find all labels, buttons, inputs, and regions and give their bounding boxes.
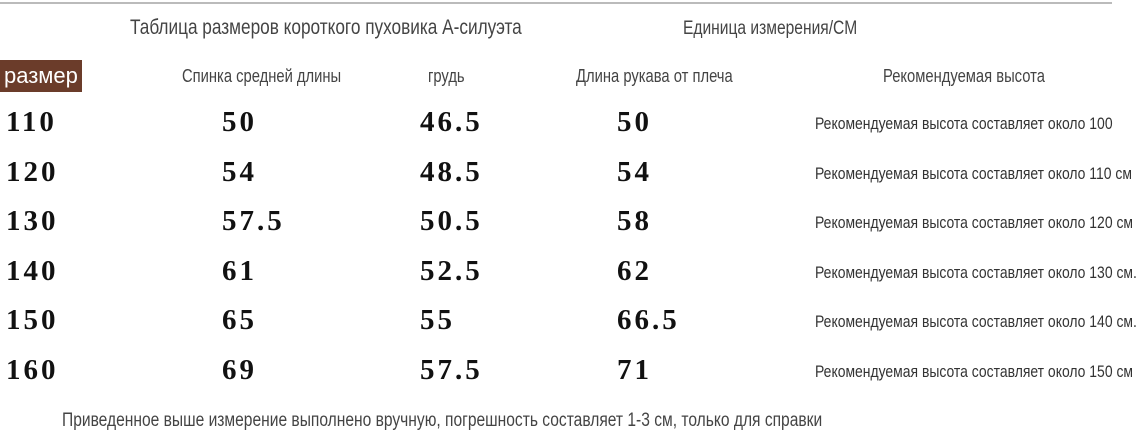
recommendation: Рекомендуемая высота составляет около 13… <box>815 262 1137 282</box>
cell: 55 <box>420 304 455 336</box>
unit: Единица измерения/CM <box>683 18 858 39</box>
cell: 52.5 <box>420 254 483 287</box>
cell: 58 <box>617 205 652 237</box>
cell: 57.5 <box>420 353 483 386</box>
cell: 140 <box>6 254 59 287</box>
cell: 62 <box>617 254 652 287</box>
cell: 160 <box>6 353 59 386</box>
title: Таблица размеров короткого пуховика А-си… <box>130 16 522 39</box>
cell: 50 <box>617 106 652 138</box>
recommendation: Рекомендуемая высота составляет около 14… <box>815 312 1137 331</box>
cell: 50 <box>222 106 257 138</box>
cell: 61 <box>222 254 257 287</box>
cell: 57.5 <box>222 205 285 237</box>
column-header: Длина рукава от плеча <box>576 66 733 86</box>
cell: 120 <box>6 155 59 188</box>
cell: 66.5 <box>617 304 680 336</box>
recommendation: Рекомендуемая высота составляет около 11… <box>815 163 1132 183</box>
size-header: размер <box>0 60 82 92</box>
recommendation: Рекомендуемая высота составляет около 15… <box>815 361 1133 381</box>
cell: 65 <box>222 304 257 336</box>
cell: 54 <box>617 155 652 188</box>
cell: 69 <box>222 353 257 386</box>
footnote: Приведенное выше измерение выполнено вру… <box>62 410 823 431</box>
cell: 46.5 <box>420 106 483 138</box>
cell: 71 <box>617 353 652 386</box>
cell: 150 <box>6 304 59 336</box>
cell: 130 <box>6 205 59 237</box>
column-header: Спинка средней длины <box>182 66 342 86</box>
cell: 50.5 <box>420 205 483 237</box>
recommendation: Рекомендуемая высота составляет около 12… <box>815 213 1133 232</box>
top-rule <box>0 2 1112 4</box>
cell: 48.5 <box>420 155 483 188</box>
cell: 110 <box>6 106 57 138</box>
column-header: Рекомендуемая высота <box>883 66 1045 86</box>
recommendation: Рекомендуемая высота составляет около 10… <box>815 114 1113 133</box>
column-header: грудь <box>428 66 465 86</box>
cell: 54 <box>222 155 257 188</box>
